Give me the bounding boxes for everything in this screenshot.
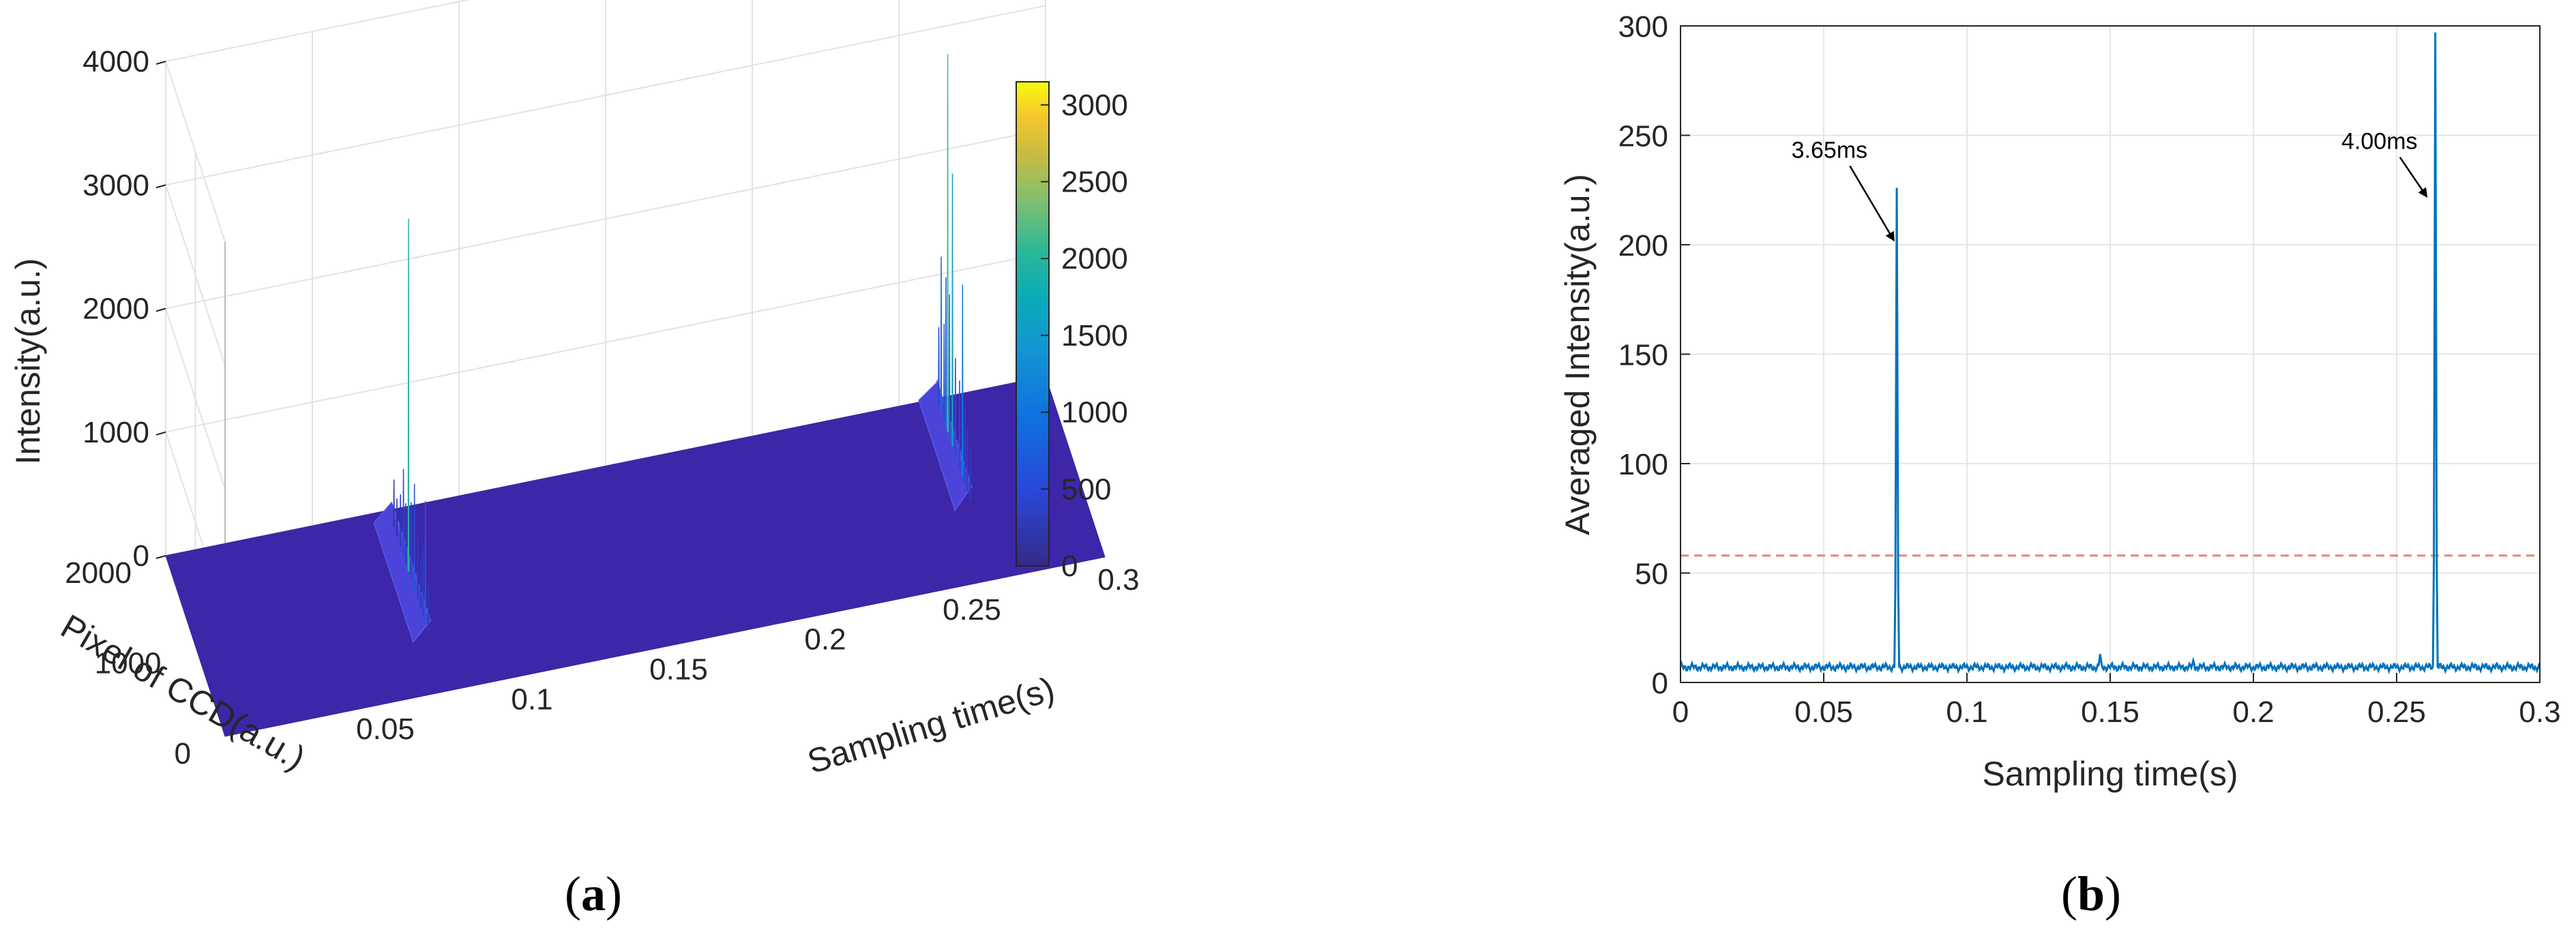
surface-peak: [399, 494, 402, 548]
surface-peak: [417, 537, 419, 601]
surface-peak: [421, 545, 424, 616]
time-tick-label-3d: 0.1: [511, 682, 552, 716]
colorbar-tick-label: 500: [1061, 472, 1111, 506]
colorbar: 0 500 1000 1500 2000 2500 3000: [1016, 81, 1128, 583]
x-tick-label-b: 0.2: [2232, 695, 2274, 729]
surface-peak: [947, 54, 949, 432]
y-tick-label-b: 50: [1635, 558, 1668, 591]
colorbar-gradient: [1016, 81, 1050, 567]
panel-b-ticks: 0 0.05 0.1 0.15 0.2 0.25 0.3 0 50 100 150 200 250 300: [1618, 10, 2561, 729]
time-tick-label-3d: 0.15: [649, 653, 708, 687]
time-tick-label-3d: 0.3: [1097, 563, 1139, 597]
surface-peak: [427, 584, 430, 633]
caption-a-letter: a: [581, 867, 606, 921]
time-tick-label-3d: 0.25: [943, 593, 1001, 627]
colorbar-tick-label: 1000: [1061, 396, 1128, 430]
surface-peak: [962, 284, 964, 478]
panel-a-ticks: 0 1000 2000 3000 4000 0 1000 2000 0.05 0.1 0.15 0.2…: [65, 45, 1139, 770]
y-tick-label-b: 200: [1618, 229, 1668, 262]
z-tick-mark: [156, 555, 166, 559]
averaged-intensity-line: [1679, 32, 2541, 674]
panel-a: 0 1000 2000 3000 4000 0 1000 2000 0.05 0.1 0.15 0.2…: [9, 0, 1140, 781]
y-tick-label-b: 300: [1618, 10, 1668, 44]
panel-b-annotations: 3.65ms 4.00ms: [1792, 129, 2428, 242]
x-tick-label-b: 0.05: [1794, 695, 1853, 729]
z-tick-label: 4000: [83, 45, 149, 78]
colorbar-tick-label: 3000: [1061, 89, 1128, 122]
z-tick-mark: [156, 307, 166, 312]
pixel-tick-label: 2000: [65, 556, 132, 590]
time-tick-label-3d: 0.2: [804, 623, 846, 657]
pixel-tick-label: 1000: [95, 647, 162, 680]
surface-peak: [943, 323, 945, 422]
surface-peak: [938, 327, 940, 406]
annotation-label: 4.00ms: [2341, 129, 2418, 155]
caption-b-letter: b: [2077, 867, 2105, 921]
caption-a: (a): [565, 867, 622, 921]
y-tick-label-b: 250: [1618, 120, 1668, 153]
y-tick-label-b: 0: [1652, 667, 1668, 700]
sampling-time-axis-label-3d: Sampling time(s): [803, 670, 1058, 781]
z-axis-label: Intensity(a.u.): [9, 258, 47, 465]
pixel-tick-label: 0: [175, 737, 191, 770]
surface-peak: [958, 380, 961, 468]
x-axis-label-b: Sampling time(s): [1982, 755, 2238, 793]
annotation-arrow: [1849, 165, 1895, 242]
surface-peak: [948, 294, 951, 438]
annotation-label: 3.65ms: [1792, 137, 1868, 163]
colorbar-tick-label: 2000: [1061, 242, 1128, 275]
time-tick-label-3d: 0.05: [356, 712, 415, 746]
surface-peak: [419, 556, 422, 610]
colorbar-tick-label: 2500: [1061, 166, 1128, 199]
surface-peak: [951, 173, 953, 447]
z-tick-label: 1000: [83, 416, 149, 449]
z-tick-mark: [156, 61, 166, 65]
surface-peak: [402, 468, 404, 557]
panel-a-ridges: [373, 54, 973, 644]
surface-peak: [969, 447, 971, 501]
z-tick-mark: [156, 431, 166, 436]
panel-b: 0 0.05 0.1 0.15 0.2 0.25 0.3 0 50 100 150 200 250 300…: [1558, 10, 2561, 793]
y-axis-label-b: Averaged Intensity(a.u.): [1558, 174, 1597, 535]
z-tick-label: 3000: [83, 168, 149, 202]
surface-peak: [424, 501, 427, 624]
x-tick-label-b: 0.1: [1946, 695, 1987, 729]
z-tick-label: 2000: [83, 292, 149, 326]
colorbar-tick-label: 1500: [1061, 319, 1128, 352]
colorbar-tick-label: 0: [1061, 550, 1078, 583]
surface-peak: [945, 277, 947, 427]
x-tick-label-b: 0: [1672, 695, 1689, 729]
caption-b: (b): [2061, 867, 2121, 921]
x-tick-label-b: 0.25: [2367, 695, 2426, 729]
surface-peak: [396, 498, 398, 537]
surface-peak: [954, 358, 957, 456]
z-tick-label: 0: [133, 539, 149, 573]
annotation-arrow: [2399, 156, 2428, 198]
surface-floor: [165, 376, 1106, 737]
y-tick-label-b: 150: [1618, 339, 1668, 372]
y-tick-label-b: 100: [1618, 448, 1668, 481]
z-tick-mark: [156, 184, 166, 189]
surface-peak: [413, 483, 415, 590]
x-tick-label-b: 0.15: [2081, 695, 2140, 729]
surface-peak: [407, 218, 410, 572]
x-tick-label-b: 0.3: [2519, 695, 2560, 729]
surface-peak: [966, 426, 968, 492]
surface-peak: [964, 406, 966, 485]
